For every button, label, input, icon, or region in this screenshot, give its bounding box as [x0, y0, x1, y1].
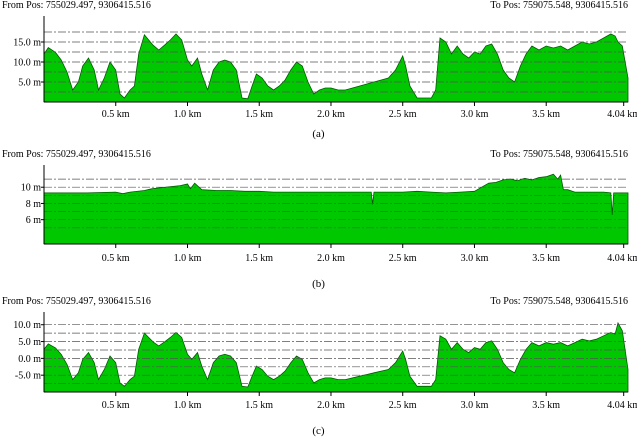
elevation-profile-chart-a: 5.0 m 10.0 m 15.0 m 0.5 km 1.0 km 1.5 km 2.0 k… [13, 16, 637, 120]
x-tick-label: 3.5 km [532, 253, 560, 264]
y-tick-label: 10.0 m [13, 320, 41, 331]
caption-c: (c) [312, 425, 325, 437]
x-tick-label: 3.5 km [532, 109, 560, 120]
x-tick-label: 3.0 km [461, 400, 489, 411]
x-tick-label: 3.0 km [461, 109, 489, 120]
from-position-label: From Pos: 755029.497, 9306415.516 [2, 0, 151, 11]
y-tick-label: 5.0 m [18, 78, 41, 89]
x-tick-label: 1.0 km [174, 253, 202, 264]
x-tick-label: 3.0 km [461, 253, 489, 264]
y-tick-label: 6 m [26, 215, 42, 226]
x-tick-label: 4.04 km [607, 253, 637, 264]
elevation-profile-chart-b: 6 m 8 m 10 m 0.5 km 1.0 km 1.5 km 2.0 km 2.5 km… [21, 165, 637, 264]
to-position-label: To Pos: 759075.548, 9306415.516 [490, 0, 628, 11]
x-tick-label: 1.0 km [174, 109, 202, 120]
x-tick-label: 2.5 km [389, 253, 417, 264]
elevation-area [43, 321, 629, 393]
elevation-profile-chart-c: -5.0 m 0.0 m 5.0 m 10.0 m 0.5 km 1.0 km 1.5 km… [13, 312, 637, 411]
x-tick-label: 0.5 km [102, 109, 130, 120]
x-tick-label: 2.0 km [317, 253, 345, 264]
x-tick-label: 0.5 km [102, 400, 130, 411]
x-tick-label: 1.5 km [245, 253, 273, 264]
to-position-label: To Pos: 759075.548, 9306415.516 [490, 296, 628, 307]
elevation-area [43, 173, 629, 245]
x-tick-label: 1.0 km [174, 400, 202, 411]
profile-panel-b: From Pos: 755029.497, 9306415.516 To Pos… [0, 149, 637, 295]
profile-panel-a: From Pos: 755029.497, 9306415.516 To Pos… [0, 0, 637, 146]
y-tick-label: 10 m [21, 183, 42, 194]
x-tick-label: 0.5 km [102, 253, 130, 264]
x-tick-label: 2.0 km [317, 109, 345, 120]
x-tick-label: 3.5 km [532, 400, 560, 411]
caption-a: (a) [312, 128, 325, 140]
x-tick-label: 1.5 km [245, 400, 273, 411]
caption-b: (b) [312, 278, 325, 290]
x-tick-label: 2.0 km [317, 400, 345, 411]
y-tick-label: 0.0 m [18, 354, 41, 365]
y-tick-label: -5.0 m [15, 371, 41, 382]
x-tick-label: 4.04 km [607, 109, 637, 120]
y-tick-label: 15.0 m [13, 38, 41, 49]
x-tick-label: 2.5 km [389, 400, 417, 411]
profile-panel-c: From Pos: 755029.497, 9306415.516 To Pos… [0, 296, 637, 442]
to-position-label: To Pos: 759075.548, 9306415.516 [490, 149, 628, 160]
elevation-area [43, 33, 629, 103]
y-tick-label: 5.0 m [18, 337, 41, 348]
y-tick-label: 10.0 m [13, 58, 41, 69]
x-tick-label: 2.5 km [389, 109, 417, 120]
x-tick-label: 1.5 km [245, 109, 273, 120]
y-tick-label: 8 m [26, 199, 42, 210]
from-position-label: From Pos: 755029.497, 9306415.516 [2, 149, 151, 160]
x-tick-label: 4.04 km [607, 400, 637, 411]
from-position-label: From Pos: 755029.497, 9306415.516 [2, 296, 151, 307]
